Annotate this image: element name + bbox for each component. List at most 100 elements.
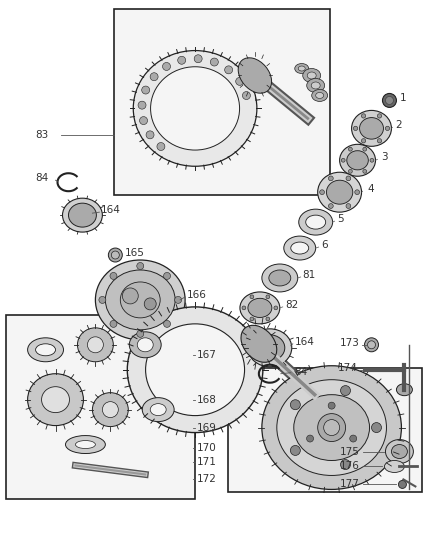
Ellipse shape: [238, 58, 272, 93]
Circle shape: [382, 93, 396, 108]
Text: 175: 175: [339, 447, 360, 457]
Ellipse shape: [88, 337, 103, 353]
Circle shape: [144, 298, 156, 310]
Circle shape: [307, 435, 314, 442]
Ellipse shape: [307, 72, 316, 79]
Circle shape: [320, 190, 325, 195]
Text: 84: 84: [294, 367, 307, 377]
Ellipse shape: [295, 63, 309, 74]
Circle shape: [142, 86, 150, 94]
Text: 83: 83: [35, 131, 49, 140]
Circle shape: [140, 117, 148, 125]
Circle shape: [350, 435, 357, 442]
Circle shape: [250, 317, 254, 321]
Ellipse shape: [385, 440, 413, 464]
Circle shape: [290, 400, 300, 410]
Circle shape: [108, 248, 122, 262]
Circle shape: [137, 330, 144, 337]
Circle shape: [341, 158, 345, 162]
Ellipse shape: [307, 78, 325, 92]
Circle shape: [399, 480, 406, 488]
Bar: [6, 315, 195, 499]
Ellipse shape: [106, 270, 175, 330]
Circle shape: [349, 147, 352, 151]
Ellipse shape: [339, 144, 375, 176]
Ellipse shape: [145, 324, 244, 416]
Circle shape: [162, 62, 170, 70]
Ellipse shape: [63, 198, 102, 232]
Ellipse shape: [255, 335, 285, 361]
Ellipse shape: [129, 332, 161, 358]
Circle shape: [137, 263, 144, 270]
Text: 173: 173: [339, 338, 360, 348]
Bar: [114, 9, 330, 195]
Circle shape: [328, 176, 333, 181]
Text: 3: 3: [381, 152, 388, 162]
Circle shape: [266, 317, 270, 321]
Ellipse shape: [248, 329, 292, 367]
Ellipse shape: [92, 393, 128, 426]
Text: 84: 84: [35, 173, 49, 183]
Circle shape: [377, 114, 381, 118]
Ellipse shape: [299, 209, 332, 235]
Ellipse shape: [142, 398, 174, 422]
Ellipse shape: [28, 374, 83, 425]
Ellipse shape: [318, 172, 361, 212]
Circle shape: [385, 126, 390, 131]
Text: 164: 164: [295, 337, 314, 347]
Circle shape: [163, 320, 170, 327]
Circle shape: [146, 131, 154, 139]
Circle shape: [361, 139, 366, 143]
Ellipse shape: [347, 151, 368, 170]
Circle shape: [340, 385, 350, 395]
Circle shape: [340, 459, 350, 470]
Ellipse shape: [102, 402, 118, 417]
Circle shape: [364, 338, 378, 352]
Circle shape: [290, 446, 300, 455]
Ellipse shape: [133, 51, 257, 166]
Circle shape: [274, 306, 278, 310]
Ellipse shape: [42, 386, 70, 413]
Circle shape: [163, 272, 170, 279]
Ellipse shape: [392, 445, 407, 458]
Text: 170: 170: [197, 442, 217, 453]
Text: 166: 166: [187, 290, 207, 300]
Ellipse shape: [291, 242, 309, 254]
Ellipse shape: [66, 435, 106, 454]
Circle shape: [110, 272, 117, 279]
Ellipse shape: [95, 260, 185, 340]
Ellipse shape: [68, 203, 96, 227]
Ellipse shape: [241, 325, 277, 362]
Text: 165: 165: [125, 248, 145, 258]
Ellipse shape: [35, 344, 56, 356]
Circle shape: [328, 204, 333, 208]
Text: 82: 82: [285, 300, 298, 310]
Circle shape: [363, 147, 367, 151]
Circle shape: [175, 296, 182, 303]
Circle shape: [111, 251, 119, 259]
Ellipse shape: [303, 69, 321, 83]
Circle shape: [242, 92, 251, 100]
Circle shape: [370, 158, 374, 162]
Circle shape: [194, 55, 202, 63]
Text: 169: 169: [197, 423, 217, 433]
Circle shape: [150, 72, 158, 80]
Circle shape: [361, 114, 366, 118]
Text: 167: 167: [197, 350, 217, 360]
Circle shape: [328, 402, 335, 409]
Circle shape: [157, 142, 165, 150]
Ellipse shape: [352, 110, 392, 147]
Text: 176: 176: [339, 462, 360, 472]
Circle shape: [349, 169, 352, 173]
Text: 172: 172: [197, 474, 217, 484]
Circle shape: [236, 77, 244, 85]
Ellipse shape: [75, 441, 95, 449]
Circle shape: [371, 423, 381, 433]
Ellipse shape: [312, 90, 328, 101]
Text: 171: 171: [197, 457, 217, 467]
Ellipse shape: [248, 298, 272, 318]
Ellipse shape: [151, 67, 240, 150]
Ellipse shape: [137, 338, 153, 352]
Ellipse shape: [277, 379, 386, 475]
Ellipse shape: [326, 180, 353, 204]
